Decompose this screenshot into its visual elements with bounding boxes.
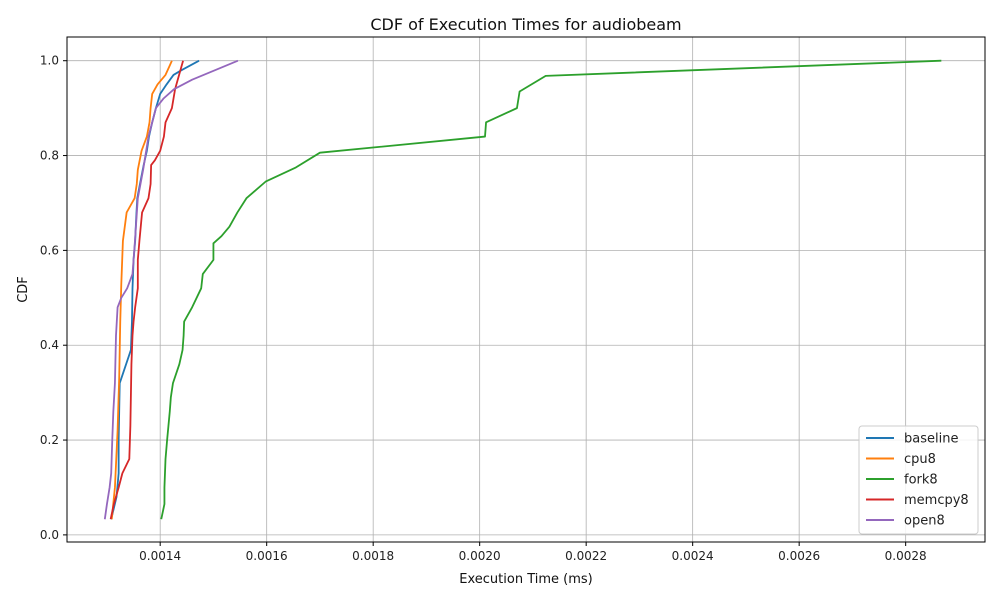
y-tick-label: 0.8: [40, 149, 59, 163]
y-tick-label: 0.6: [40, 243, 59, 257]
series-line-cpu8: [110, 60, 173, 520]
legend-label-memcpy8: memcpy8: [904, 493, 969, 508]
x-tick-label: 0.0014: [139, 549, 181, 563]
legend-box: [858, 425, 979, 535]
x-tick-label: 0.0018: [352, 549, 394, 563]
series-lines: [103, 59, 942, 520]
y-tick-label: 0.2: [40, 433, 59, 447]
x-tick-label: 0.0024: [672, 549, 714, 563]
series-line-fork8: [160, 59, 942, 520]
y-axis-label: CDF: [16, 276, 31, 303]
chart-title: CDF of Execution Times for audiobeam: [370, 15, 681, 34]
plot-frame: [66, 36, 986, 543]
legend-items: baseline cpu8 fork8 memcpy8 open8: [866, 432, 969, 529]
x-tick-label: 0.0020: [459, 549, 501, 563]
legend-label-baseline: baseline: [904, 432, 958, 447]
legend: baseline cpu8 fork8 memcpy8 open8: [858, 425, 979, 535]
y-tick-label: 0.0: [40, 528, 59, 542]
legend-label-cpu8: cpu8: [904, 452, 936, 467]
x-tick-label: 0.0028: [885, 549, 927, 563]
series-line-baseline: [110, 59, 200, 520]
series-line-open8: [103, 59, 239, 520]
grid-lines: [67, 37, 985, 542]
x-axis-label: Execution Time (ms): [459, 572, 592, 587]
y-tick-label: 1.0: [40, 54, 59, 68]
series-line-memcpy8: [109, 60, 184, 520]
legend-label-open8: open8: [904, 514, 945, 529]
axis-ticks: 0.0014 0.0016 0.0018 0.0020 0.0022 0.0024 0.00…: [40, 54, 927, 563]
x-tick-label: 0.0016: [246, 549, 288, 563]
legend-label-fork8: fork8: [904, 473, 938, 488]
y-tick-label: 0.4: [40, 338, 59, 352]
x-tick-label: 0.0022: [565, 549, 607, 563]
x-tick-label: 0.0026: [778, 549, 820, 563]
